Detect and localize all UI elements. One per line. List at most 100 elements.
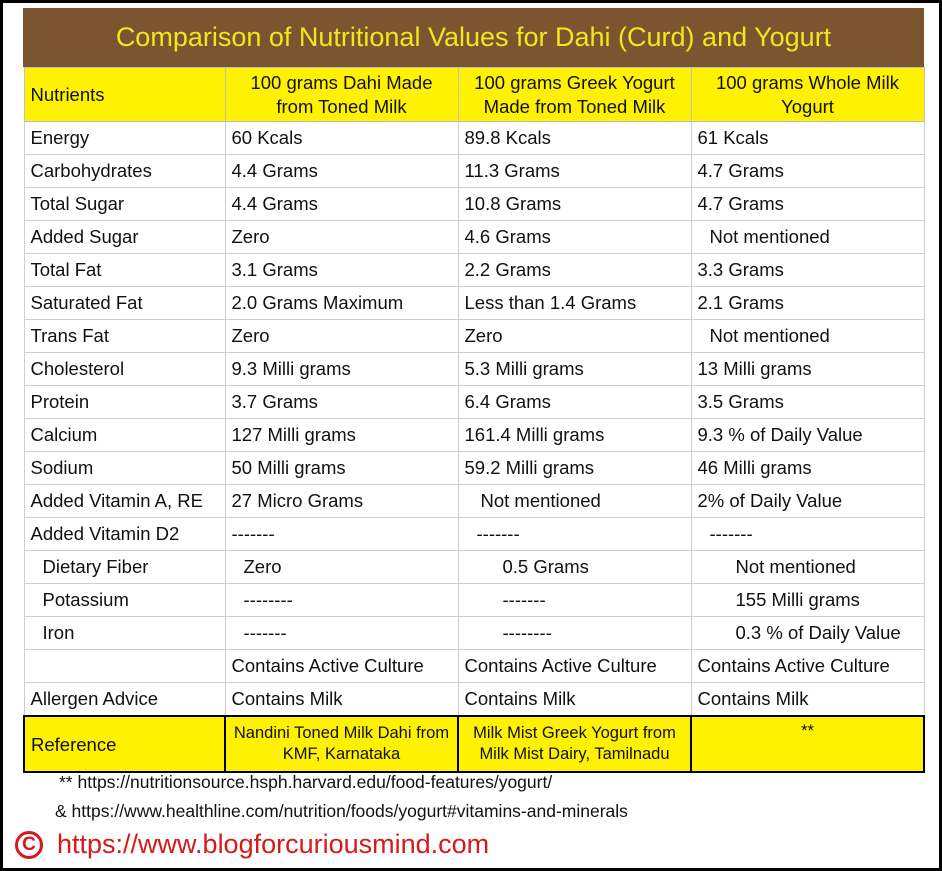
nutrient-name: Added Vitamin D2 bbox=[23, 517, 226, 551]
nutrient-name: Dietary Fiber bbox=[23, 550, 226, 584]
greek-yogurt-value: 5.3 Milli grams bbox=[457, 352, 692, 386]
greek-yogurt-value: 10.8 Grams bbox=[457, 187, 692, 221]
table-row: Carbohydrates 4.4 Grams 11.3 Grams 4.7 G… bbox=[23, 154, 925, 188]
dahi-value: Contains Milk bbox=[224, 682, 459, 717]
nutrient-name: Allergen Advice bbox=[23, 682, 226, 717]
table-row: Allergen Advice Contains Milk Contains M… bbox=[23, 682, 925, 717]
whole-milk-yogurt-value: 0.3 % of Daily Value bbox=[690, 616, 925, 650]
greek-yogurt-value: 11.3 Grams bbox=[457, 154, 692, 188]
nutrient-name: Trans Fat bbox=[23, 319, 226, 353]
nutrient-name: Added Sugar bbox=[23, 220, 226, 254]
table-row: Protein 3.7 Grams 6.4 Grams 3.5 Grams bbox=[23, 385, 925, 419]
title-bar: Comparison of Nutritional Values for Dah… bbox=[23, 8, 924, 67]
dahi-value: 4.4 Grams bbox=[224, 154, 459, 188]
dahi-value: ------- bbox=[224, 616, 459, 650]
page-title: Comparison of Nutritional Values for Dah… bbox=[115, 22, 832, 52]
greek-yogurt-value: Zero bbox=[457, 319, 692, 353]
greek-yogurt-value: Contains Active Culture bbox=[457, 649, 692, 683]
greek-yogurt-value: 2.2 Grams bbox=[457, 253, 692, 287]
reference-dahi: Nandini Toned Milk Dahi from KMF, Karnat… bbox=[224, 715, 459, 773]
dahi-value: Contains Active Culture bbox=[224, 649, 459, 683]
greek-yogurt-value: 89.8 Kcals bbox=[457, 121, 692, 155]
table-row: Cholesterol 9.3 Milli grams 5.3 Milli gr… bbox=[23, 352, 925, 386]
whole-milk-yogurt-value: 2% of Daily Value bbox=[690, 484, 925, 518]
whole-milk-yogurt-value: 4.7 Grams bbox=[690, 154, 925, 188]
whole-milk-yogurt-value: Not mentioned bbox=[690, 220, 925, 254]
dahi-value: 3.7 Grams bbox=[224, 385, 459, 419]
nutrient-name: Protein bbox=[23, 385, 226, 419]
whole-milk-yogurt-value: 2.1 Grams bbox=[690, 286, 925, 320]
reference-note-harvard: ** https://nutritionsource.hsph.harvard.… bbox=[59, 772, 553, 792]
reference-row: Reference Nandini Toned Milk Dahi from K… bbox=[23, 715, 925, 773]
dahi-value: -------- bbox=[224, 583, 459, 617]
nutrient-name: Added Vitamin A, RE bbox=[23, 484, 226, 518]
greek-yogurt-value: 6.4 Grams bbox=[457, 385, 692, 419]
table-row: Dietary Fiber Zero 0.5 Grams Not mention… bbox=[23, 550, 925, 584]
whole-milk-yogurt-value: 61 Kcals bbox=[690, 121, 925, 155]
dahi-value: ------- bbox=[224, 517, 459, 551]
whole-milk-yogurt-value: Contains Milk bbox=[690, 682, 925, 717]
table-row: Trans Fat Zero Zero Not mentioned bbox=[23, 319, 925, 353]
greek-yogurt-value: 4.6 Grams bbox=[457, 220, 692, 254]
header-greek-yogurt: 100 grams Greek Yogurt Made from Toned M… bbox=[457, 67, 692, 122]
nutrition-table: Nutrients 100 grams Dahi Made from Toned… bbox=[23, 67, 925, 773]
dahi-value: 3.1 Grams bbox=[224, 253, 459, 287]
table-row: Added Vitamin A, RE 27 Micro Grams Not m… bbox=[23, 484, 925, 518]
whole-milk-yogurt-value: 13 Milli grams bbox=[690, 352, 925, 386]
footer-credit: C https://www.blogforcuriousmind.com bbox=[15, 829, 489, 860]
nutrient-name: Energy bbox=[23, 121, 226, 155]
dahi-value: 4.4 Grams bbox=[224, 187, 459, 221]
dahi-value: 60 Kcals bbox=[224, 121, 459, 155]
greek-yogurt-value: Less than 1.4 Grams bbox=[457, 286, 692, 320]
reference-greek-yogurt: Milk Mist Greek Yogurt from Milk Mist Da… bbox=[457, 715, 692, 773]
dahi-value: 50 Milli grams bbox=[224, 451, 459, 485]
dahi-value: 2.0 Grams Maximum bbox=[224, 286, 459, 320]
copyright-icon: C bbox=[15, 830, 43, 859]
dahi-value: Zero bbox=[224, 550, 459, 584]
whole-milk-yogurt-value: Not mentioned bbox=[690, 319, 925, 353]
whole-milk-yogurt-value: ------- bbox=[690, 517, 925, 551]
whole-milk-yogurt-value: Contains Active Culture bbox=[690, 649, 925, 683]
dahi-value: 9.3 Milli grams bbox=[224, 352, 459, 386]
table-row: Potassium -------- ------- 155 Milli gra… bbox=[23, 583, 925, 617]
nutrient-name: Sodium bbox=[23, 451, 226, 485]
table-header-row: Nutrients 100 grams Dahi Made from Toned… bbox=[23, 67, 925, 122]
nutrient-name: Cholesterol bbox=[23, 352, 226, 386]
reference-label: Reference bbox=[23, 715, 226, 773]
table-row: Added Vitamin D2 ------- ------- ------- bbox=[23, 517, 925, 551]
table-row: Iron ------- -------- 0.3 % of Daily Val… bbox=[23, 616, 925, 650]
table-row: Contains Active Culture Contains Active … bbox=[23, 649, 925, 683]
greek-yogurt-value: -------- bbox=[457, 616, 692, 650]
whole-milk-yogurt-value: 9.3 % of Daily Value bbox=[690, 418, 925, 452]
nutrient-name: Total Sugar bbox=[23, 187, 226, 221]
greek-yogurt-value: ------- bbox=[457, 517, 692, 551]
header-whole-milk-yogurt: 100 grams Whole Milk Yogurt bbox=[690, 67, 925, 122]
nutrient-name: Iron bbox=[23, 616, 226, 650]
table-row: Calcium 127 Milli grams 161.4 Milli gram… bbox=[23, 418, 925, 452]
reference-note-healthline: & https://www.healthline.com/nutrition/f… bbox=[55, 801, 628, 821]
whole-milk-yogurt-value: Not mentioned bbox=[690, 550, 925, 584]
nutrient-name: Potassium bbox=[23, 583, 226, 617]
nutrient-name: Calcium bbox=[23, 418, 226, 452]
nutrient-name: Total Fat bbox=[23, 253, 226, 287]
dahi-value: Zero bbox=[224, 220, 459, 254]
whole-milk-yogurt-value: 3.3 Grams bbox=[690, 253, 925, 287]
table-row: Sodium 50 Milli grams 59.2 Milli grams 4… bbox=[23, 451, 925, 485]
greek-yogurt-value: 161.4 Milli grams bbox=[457, 418, 692, 452]
greek-yogurt-value: ------- bbox=[457, 583, 692, 617]
greek-yogurt-value: Contains Milk bbox=[457, 682, 692, 717]
reference-whole-milk-yogurt: ** bbox=[690, 715, 925, 773]
header-nutrients: Nutrients bbox=[23, 67, 226, 122]
footer-url[interactable]: https://www.blogforcuriousmind.com bbox=[57, 829, 490, 859]
dahi-value: 127 Milli grams bbox=[224, 418, 459, 452]
nutrient-name bbox=[23, 649, 226, 683]
table-row: Total Fat 3.1 Grams 2.2 Grams 3.3 Grams bbox=[23, 253, 925, 287]
whole-milk-yogurt-value: 3.5 Grams bbox=[690, 385, 925, 419]
greek-yogurt-value: 59.2 Milli grams bbox=[457, 451, 692, 485]
greek-yogurt-value: 0.5 Grams bbox=[457, 550, 692, 584]
table-row: Total Sugar 4.4 Grams 10.8 Grams 4.7 Gra… bbox=[23, 187, 925, 221]
whole-milk-yogurt-value: 46 Milli grams bbox=[690, 451, 925, 485]
nutrient-name: Carbohydrates bbox=[23, 154, 226, 188]
table-row: Added Sugar Zero 4.6 Grams Not mentioned bbox=[23, 220, 925, 254]
